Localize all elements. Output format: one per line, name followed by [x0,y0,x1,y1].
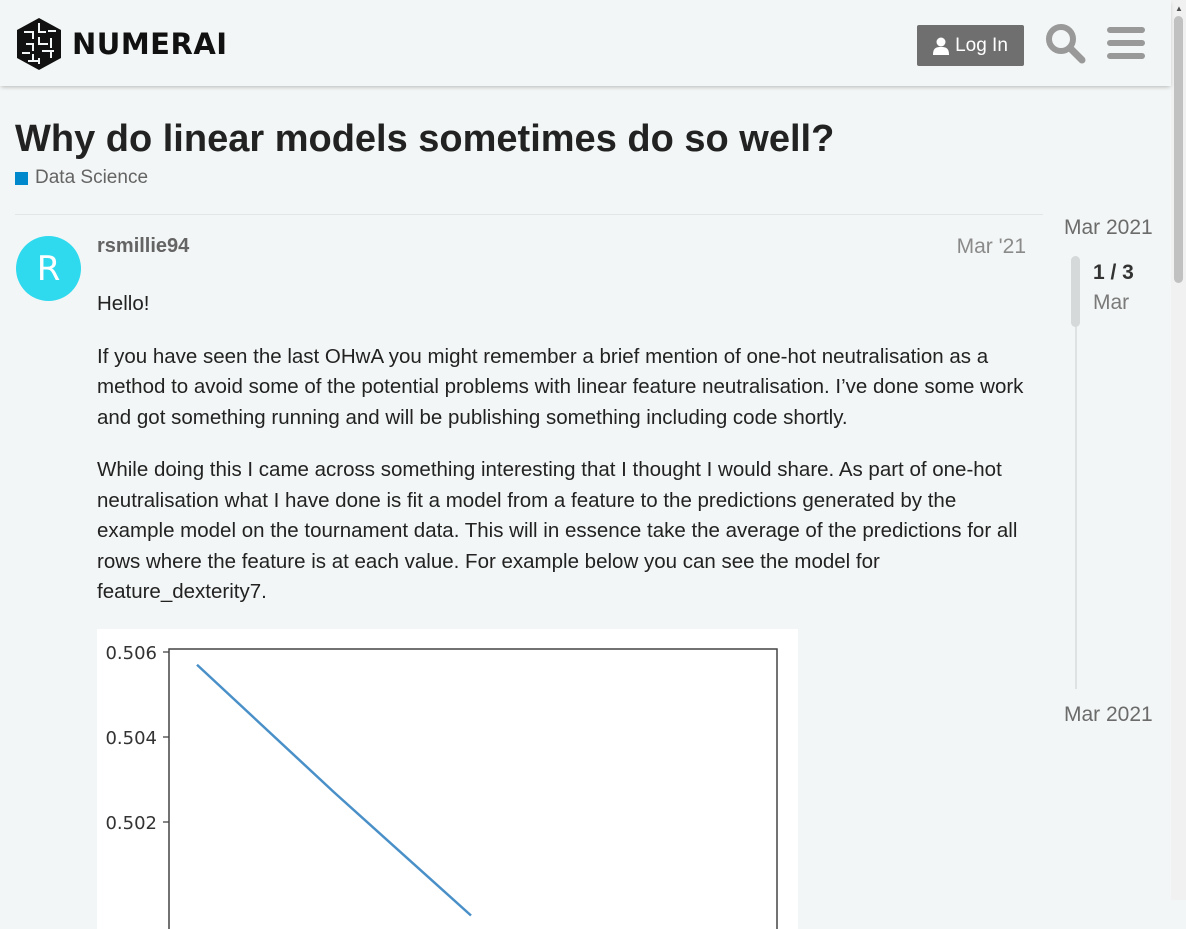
scroll-up-arrow-icon[interactable]: ▲ [1175,4,1183,13]
timeline-post-count: 1 / 3 [1093,261,1134,284]
chart-plot-frame [168,648,778,929]
timeline-start-date[interactable]: Mar 2021 [1064,216,1153,239]
category-label: Data Science [35,167,149,188]
y-tick-label: 0.504 [105,728,157,749]
post-chart-image[interactable]: 0.506 0.504 0.502 [97,629,798,929]
series-line [196,663,472,917]
search-icon[interactable] [1044,22,1086,64]
y-tick-label: 0.506 [105,643,157,664]
avatar[interactable]: R [16,236,81,301]
numerai-logo-icon [17,18,61,70]
login-button-label: Log In [955,34,1008,56]
timeline-track [1075,256,1077,689]
post-username[interactable]: rsmillie94 [97,235,190,257]
category-color-swatch [15,171,28,185]
hamburger-menu-icon[interactable] [1106,24,1146,62]
topic-title[interactable]: Why do linear models sometimes do so wel… [15,118,835,160]
post-date[interactable]: Mar '21 [956,235,1026,258]
timeline-current-month: Mar [1093,291,1130,314]
site-logo[interactable]: NUMERAI [15,17,228,71]
post-paragraph: If you have seen the last OHwA you might… [97,344,1024,429]
timeline-handle[interactable] [1071,256,1080,327]
line-chart: 0.506 0.504 0.502 [105,643,778,929]
login-button[interactable]: Log In [917,25,1024,66]
scrollbar-thumb[interactable] [1174,16,1183,283]
y-tick-label: 0.502 [105,813,157,834]
user-icon [933,37,950,55]
site-header: NUMERAI Log In [0,0,1171,86]
post-paragraph: Hello! [97,292,150,315]
logo-wordmark: NUMERAI [72,27,228,61]
post-paragraph: While doing this I came across something… [97,458,1018,603]
category-badge[interactable]: Data Science [15,167,148,189]
post-body: Hello! If you have seen the last OHwA yo… [97,289,1032,630]
topic-divider [15,214,1043,215]
timeline-end-date[interactable]: Mar 2021 [1064,703,1153,726]
